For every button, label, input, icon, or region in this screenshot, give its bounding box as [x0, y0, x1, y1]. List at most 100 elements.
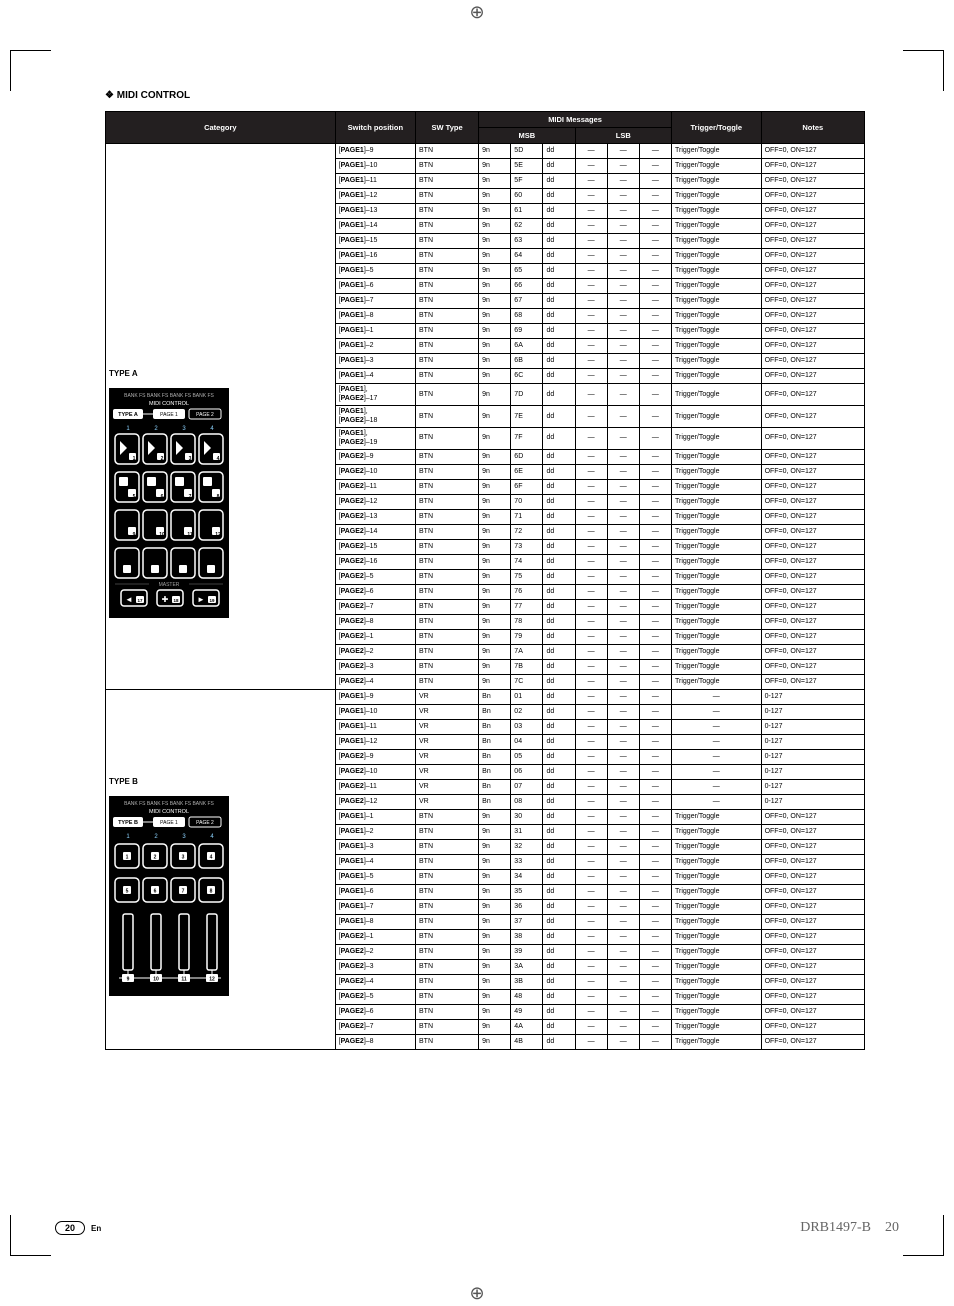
svg-text:10: 10 — [153, 976, 159, 982]
lsb-3: — — [639, 629, 671, 644]
notes-value: OFF=0, ON=127 — [761, 599, 864, 614]
trigger-toggle: Trigger/Toggle — [672, 629, 762, 644]
lsb-1: — — [575, 764, 607, 779]
switch-position: [PAGE2]–10 — [335, 464, 415, 479]
lsb-3: — — [639, 354, 671, 369]
sw-type: BTN — [416, 1004, 479, 1019]
lsb-2: — — [607, 749, 639, 764]
msb-2: 35 — [511, 884, 543, 899]
msb-1: 9n — [479, 494, 511, 509]
lsb-2: — — [607, 464, 639, 479]
msb-1: 9n — [479, 974, 511, 989]
sw-type: VR — [416, 704, 479, 719]
sw-type: BTN — [416, 539, 479, 554]
lsb-2: — — [607, 144, 639, 159]
notes-value: 0-127 — [761, 719, 864, 734]
notes-value: OFF=0, ON=127 — [761, 449, 864, 464]
lsb-1: — — [575, 554, 607, 569]
notes-value: OFF=0, ON=127 — [761, 1034, 864, 1049]
msb-2: 6E — [511, 464, 543, 479]
notes-value: OFF=0, ON=127 — [761, 219, 864, 234]
sw-type: BTN — [416, 144, 479, 159]
lsb-2: — — [607, 944, 639, 959]
lsb-1: — — [575, 704, 607, 719]
msb-1: Bn — [479, 689, 511, 704]
svg-text:14: 14 — [159, 570, 165, 576]
msb-1: Bn — [479, 764, 511, 779]
sw-type: BTN — [416, 929, 479, 944]
lsb-2: — — [607, 234, 639, 249]
lsb-1: — — [575, 974, 607, 989]
lsb-2: — — [607, 354, 639, 369]
sw-type: BTN — [416, 354, 479, 369]
msb-1: 9n — [479, 204, 511, 219]
msb-2: 03 — [511, 719, 543, 734]
notes-value: OFF=0, ON=127 — [761, 249, 864, 264]
lsb-3: — — [639, 959, 671, 974]
msb-1: 9n — [479, 659, 511, 674]
msb-2: 63 — [511, 234, 543, 249]
lsb-3: — — [639, 944, 671, 959]
msb-3: dd — [543, 234, 575, 249]
lsb-3: — — [639, 854, 671, 869]
switch-position: [PAGE2]–16 — [335, 554, 415, 569]
sw-type: BTN — [416, 524, 479, 539]
lsb-2: — — [607, 159, 639, 174]
msb-2: 49 — [511, 1004, 543, 1019]
msb-2: 65 — [511, 264, 543, 279]
msb-2: 7B — [511, 659, 543, 674]
lsb-2: — — [607, 824, 639, 839]
msb-1: 9n — [479, 569, 511, 584]
msb-3: dd — [543, 599, 575, 614]
lang-label: En — [91, 1224, 101, 1233]
sw-type: BTN — [416, 234, 479, 249]
switch-position: [PAGE1]–10 — [335, 704, 415, 719]
notes-value: OFF=0, ON=127 — [761, 464, 864, 479]
switch-position: [PAGE2]–11 — [335, 479, 415, 494]
msb-3: dd — [543, 427, 575, 449]
sw-type: BTN — [416, 264, 479, 279]
lsb-1: — — [575, 354, 607, 369]
msb-2: 7A — [511, 644, 543, 659]
msb-2: 07 — [511, 779, 543, 794]
msb-2: 02 — [511, 704, 543, 719]
msb-2: 6A — [511, 339, 543, 354]
msb-3: dd — [543, 494, 575, 509]
sw-type: BTN — [416, 204, 479, 219]
sw-type: BTN — [416, 1019, 479, 1034]
msb-2: 48 — [511, 989, 543, 1004]
switch-position: [PAGE1]–10 — [335, 159, 415, 174]
lsb-3: — — [639, 309, 671, 324]
msb-1: 9n — [479, 629, 511, 644]
msb-3: dd — [543, 554, 575, 569]
lsb-1: — — [575, 629, 607, 644]
svg-text:BANK FS BANK FS BANK FS BAN: BANK FS BANK FS BANK FS BANK FS — [124, 801, 214, 807]
lsb-1: — — [575, 869, 607, 884]
msb-2: 08 — [511, 794, 543, 809]
svg-text:12: 12 — [215, 532, 221, 538]
msb-1: Bn — [479, 704, 511, 719]
lsb-1: — — [575, 189, 607, 204]
notes-value: OFF=0, ON=127 — [761, 674, 864, 689]
lsb-1: — — [575, 914, 607, 929]
msb-2: 78 — [511, 614, 543, 629]
notes-value: OFF=0, ON=127 — [761, 405, 864, 427]
sw-type: BTN — [416, 974, 479, 989]
msb-3: dd — [543, 584, 575, 599]
midi-table: Category Switch position SW Type MIDI Me… — [105, 111, 865, 1050]
switch-position: [PAGE1]–6 — [335, 884, 415, 899]
lsb-1: — — [575, 959, 607, 974]
msb-2: 70 — [511, 494, 543, 509]
msb-2: 60 — [511, 189, 543, 204]
svg-text:✚: ✚ — [162, 595, 169, 604]
lsb-2: — — [607, 1019, 639, 1034]
lsb-2: — — [607, 614, 639, 629]
trigger-toggle: — — [672, 704, 762, 719]
msb-1: 9n — [479, 509, 511, 524]
lsb-2: — — [607, 294, 639, 309]
trigger-toggle: Trigger/Toggle — [672, 174, 762, 189]
msb-3: dd — [543, 749, 575, 764]
msb-1: 9n — [479, 614, 511, 629]
msb-3: dd — [543, 929, 575, 944]
trigger-toggle: Trigger/Toggle — [672, 279, 762, 294]
